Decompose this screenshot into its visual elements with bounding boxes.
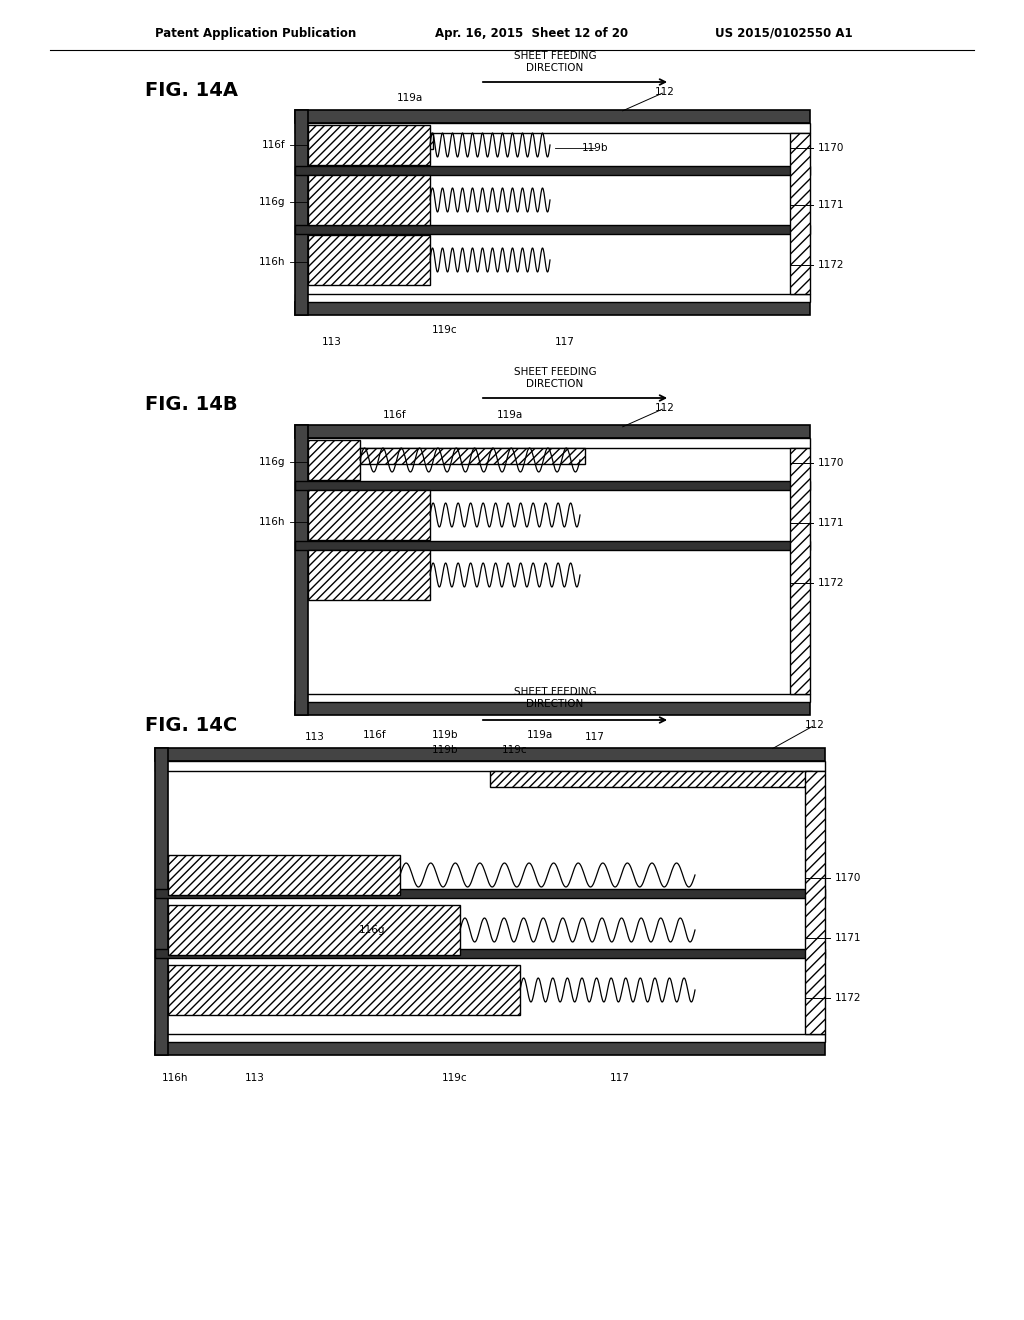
Text: 112: 112 xyxy=(805,719,825,730)
Bar xyxy=(490,771,812,787)
Bar xyxy=(790,133,810,294)
Bar xyxy=(295,110,810,123)
Text: 116g: 116g xyxy=(258,457,285,467)
Bar xyxy=(295,425,810,438)
Text: 1171: 1171 xyxy=(818,201,845,210)
Bar xyxy=(295,166,810,176)
Bar xyxy=(295,110,308,315)
Text: FIG. 14B: FIG. 14B xyxy=(145,396,238,414)
Text: 119a: 119a xyxy=(497,411,523,420)
Text: 119a: 119a xyxy=(527,730,553,741)
Text: 112: 112 xyxy=(655,87,675,96)
Text: Patent Application Publication: Patent Application Publication xyxy=(155,26,356,40)
Bar xyxy=(360,447,585,465)
Text: US 2015/0102550 A1: US 2015/0102550 A1 xyxy=(715,26,853,40)
Bar xyxy=(295,294,810,302)
Text: 116f: 116f xyxy=(383,411,407,420)
Text: 1170: 1170 xyxy=(818,458,845,469)
Text: 1170: 1170 xyxy=(818,143,845,153)
Bar xyxy=(308,235,430,285)
Text: SHEET FEEDING
DIRECTION: SHEET FEEDING DIRECTION xyxy=(514,688,596,709)
Text: 119a: 119a xyxy=(397,92,423,103)
Text: 1172: 1172 xyxy=(818,578,845,587)
Text: 116g: 116g xyxy=(358,925,385,935)
Bar xyxy=(168,855,400,895)
Bar xyxy=(308,133,433,149)
Text: 119c: 119c xyxy=(502,744,527,755)
Bar xyxy=(155,762,825,771)
Text: 119b: 119b xyxy=(432,744,459,755)
Bar xyxy=(308,125,430,165)
Text: 116g: 116g xyxy=(258,197,285,207)
Text: 1171: 1171 xyxy=(818,517,845,528)
Text: 116h: 116h xyxy=(162,1073,188,1082)
Text: 119c: 119c xyxy=(432,325,458,335)
Text: 116f: 116f xyxy=(261,140,285,150)
Text: 119c: 119c xyxy=(442,1073,468,1082)
Text: 116h: 116h xyxy=(258,257,285,267)
Text: SHEET FEEDING
DIRECTION: SHEET FEEDING DIRECTION xyxy=(514,51,596,73)
Bar xyxy=(155,748,825,762)
Text: FIG. 14A: FIG. 14A xyxy=(145,81,238,99)
Bar xyxy=(155,1041,825,1055)
Text: 1171: 1171 xyxy=(835,933,861,942)
Bar xyxy=(155,748,168,1055)
Text: 119b: 119b xyxy=(432,730,459,741)
Text: 112: 112 xyxy=(655,403,675,413)
Text: 1170: 1170 xyxy=(835,873,861,883)
Text: FIG. 14C: FIG. 14C xyxy=(145,715,238,734)
Bar xyxy=(295,541,810,550)
Bar xyxy=(168,965,520,1015)
Text: 119b: 119b xyxy=(582,143,608,153)
Text: 117: 117 xyxy=(610,1073,630,1082)
Text: 117: 117 xyxy=(555,337,574,347)
Bar xyxy=(155,888,825,898)
Bar xyxy=(308,490,430,540)
Text: 113: 113 xyxy=(305,733,325,742)
Text: 1172: 1172 xyxy=(818,260,845,271)
Text: 116h: 116h xyxy=(258,517,285,527)
Bar xyxy=(295,702,810,715)
Bar xyxy=(155,1034,825,1041)
Bar xyxy=(308,550,430,601)
Bar xyxy=(308,176,430,224)
Bar xyxy=(295,224,810,234)
Text: 116f: 116f xyxy=(364,730,387,741)
Bar xyxy=(295,480,810,490)
Bar xyxy=(295,302,810,315)
Bar xyxy=(308,440,360,480)
Bar xyxy=(168,906,460,954)
Bar xyxy=(295,438,810,447)
Bar xyxy=(295,694,810,702)
Text: Apr. 16, 2015  Sheet 12 of 20: Apr. 16, 2015 Sheet 12 of 20 xyxy=(435,26,628,40)
Text: 113: 113 xyxy=(245,1073,265,1082)
Bar xyxy=(805,771,825,1034)
Text: 1172: 1172 xyxy=(835,993,861,1003)
Text: 117: 117 xyxy=(585,733,605,742)
Text: SHEET FEEDING
DIRECTION: SHEET FEEDING DIRECTION xyxy=(514,367,596,389)
Text: 113: 113 xyxy=(323,337,342,347)
Bar xyxy=(790,447,810,694)
Bar xyxy=(155,949,825,958)
Bar xyxy=(295,123,810,133)
Bar xyxy=(295,425,308,715)
